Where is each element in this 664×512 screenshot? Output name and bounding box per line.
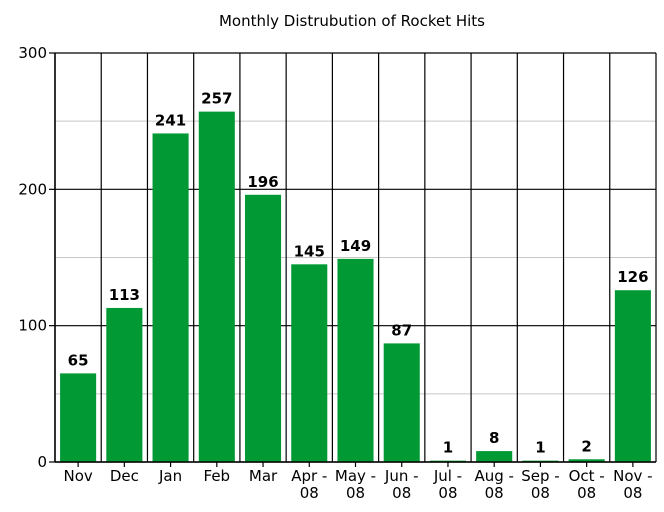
bar-12: [614, 290, 651, 462]
data-label-11: 2: [581, 437, 591, 455]
data-label-12: 126: [617, 268, 648, 286]
bar-3: [198, 111, 235, 462]
x-tick-label-line: Jan: [158, 467, 182, 485]
data-label-7: 87: [391, 321, 412, 339]
x-tick-label: Nov -08: [613, 467, 652, 502]
x-tick-label-line: Dec: [110, 467, 139, 485]
x-tick-label: Sep -08: [521, 467, 559, 502]
bar-7: [383, 343, 420, 462]
x-tick-label-line: 08: [438, 484, 457, 502]
x-tick-label-line: Sep -: [521, 467, 559, 485]
x-tick-label: Nov: [63, 467, 92, 485]
x-tick-label: Apr -08: [291, 467, 327, 502]
x-tick-label-line: Jul -: [433, 467, 462, 485]
x-tick-label-line: 08: [300, 484, 319, 502]
x-tick-label-line: 08: [346, 484, 365, 502]
data-label-1: 113: [109, 286, 140, 304]
x-tick-label-line: 08: [577, 484, 596, 502]
x-tick-label-line: Oct -: [569, 467, 605, 485]
bar-5: [291, 264, 328, 462]
bar-1: [106, 307, 143, 462]
x-tick-label: Dec: [110, 467, 139, 485]
y-tick-label: 0: [37, 453, 47, 471]
bars: [60, 111, 651, 463]
data-label-6: 149: [340, 237, 371, 255]
x-tick-label-line: 08: [392, 484, 411, 502]
y-tick-label: 200: [18, 180, 47, 198]
x-tick-label-line: May -: [335, 467, 376, 485]
data-label-10: 1: [535, 439, 545, 457]
data-label-0: 65: [68, 351, 89, 369]
data-label-5: 145: [294, 242, 325, 260]
data-label-8: 1: [443, 439, 453, 457]
x-tick-label-line: Apr -: [291, 467, 327, 485]
x-tick-label: Jul -08: [433, 467, 462, 502]
bar-2: [152, 133, 189, 463]
x-tick-label-line: 08: [531, 484, 550, 502]
x-tick-label-line: Aug -: [474, 467, 513, 485]
y-tick-label: 100: [18, 317, 47, 335]
bar-0: [60, 373, 97, 462]
x-tick-label-line: 08: [485, 484, 504, 502]
data-label-9: 8: [489, 429, 499, 447]
x-tick-label: Jan: [158, 467, 182, 485]
y-tick-label: 300: [18, 44, 47, 62]
chart-title: Monthly Distrubution of Rocket Hits: [219, 12, 485, 30]
x-tick-label: May -08: [335, 467, 376, 502]
data-label-2: 241: [155, 111, 186, 129]
x-tick-label-line: Mar: [249, 467, 278, 485]
bar-11: [568, 459, 605, 462]
bar-4: [245, 194, 282, 462]
grid-lines: [54, 52, 657, 463]
bar-9: [476, 451, 513, 462]
x-tick-label: Aug -08: [474, 467, 513, 502]
x-tick-label: Jun -08: [384, 467, 419, 502]
bar-6: [337, 258, 374, 462]
data-label-3: 257: [201, 90, 232, 108]
x-tick-label: Oct -08: [569, 467, 605, 502]
x-tick-label: Mar: [249, 467, 278, 485]
x-tick-label-line: Nov -: [613, 467, 652, 485]
data-labels: 65 113 241 257 196 145 149 87 1 8 1 2 126: [68, 90, 649, 457]
x-tick-label-line: Jun -: [384, 467, 419, 485]
data-label-4: 196: [247, 173, 278, 191]
x-tick-label-line: Nov: [63, 467, 92, 485]
x-tick-label-line: Feb: [204, 467, 231, 485]
x-tick-label: Feb: [204, 467, 231, 485]
x-tick-label-line: 08: [623, 484, 642, 502]
